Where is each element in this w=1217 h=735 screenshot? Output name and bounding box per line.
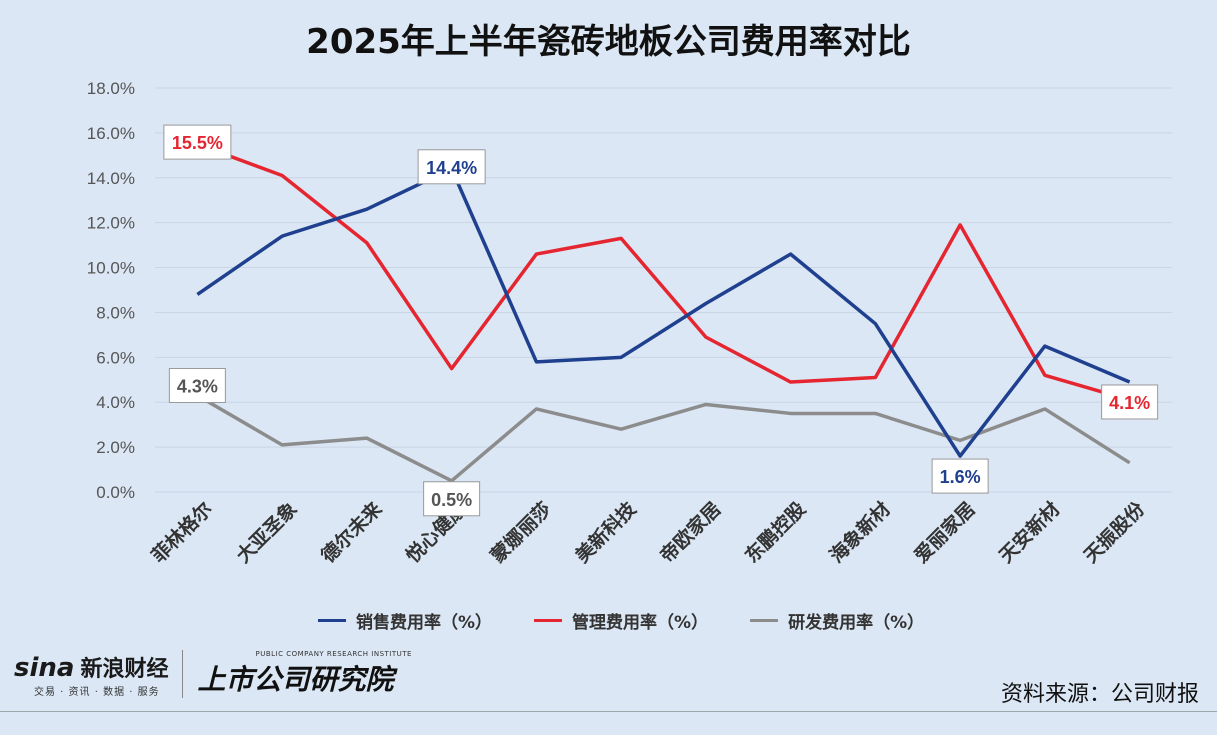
x-category-label: 大亚圣象 bbox=[232, 497, 302, 567]
data-source: 资料来源：公司财报 bbox=[1000, 682, 1199, 707]
data-label-box bbox=[417, 149, 486, 185]
data-label-text: 14.4% bbox=[426, 158, 477, 178]
x-category-label: 帝欧家居 bbox=[655, 497, 725, 567]
data-label-box bbox=[163, 124, 232, 160]
data-label-box bbox=[168, 367, 226, 403]
data-label-admin: 15.5% bbox=[163, 124, 232, 160]
legend-swatch-admin bbox=[534, 619, 563, 622]
x-category-label: 东鹏控股 bbox=[740, 497, 810, 567]
y-tick-label: 8.0% bbox=[96, 303, 135, 322]
data-label-text: 4.1% bbox=[1109, 393, 1150, 413]
x-category-label: 蒙娜丽莎 bbox=[486, 497, 556, 567]
research-institute-en: PUBLIC COMPANY RESEARCH INSTITUTE bbox=[255, 650, 412, 658]
legend-item-sales: 销售费用率（%） bbox=[318, 608, 492, 633]
logo-area: sina 新浪财经 交易 · 资讯 · 数据 · 服务 PUBLIC COMPA… bbox=[14, 650, 412, 698]
sina-tagline: 交易 · 资讯 · 数据 · 服务 bbox=[34, 686, 160, 698]
y-tick-label: 4.0% bbox=[96, 393, 135, 412]
x-axis-categories: 菲林格尔 大亚圣象 德尔未来 悦心健康 蒙娜丽莎 美新科技 帝欧家居 东鹏控股 海象新材 爱丽家居… bbox=[147, 497, 1150, 568]
sina-wordmark: sina bbox=[14, 652, 75, 683]
data-label-box bbox=[423, 481, 481, 517]
data-label-text: 15.5% bbox=[172, 133, 223, 153]
data-label-text: 4.3% bbox=[177, 376, 218, 396]
legend-swatch-rd bbox=[750, 619, 779, 622]
sina-finance-logo: sina 新浪财经 交易 · 资讯 · 数据 · 服务 bbox=[14, 651, 168, 698]
research-institute-logo: PUBLIC COMPANY RESEARCH INSTITUTE 上市公司研究… bbox=[197, 650, 411, 698]
x-category-label: 德尔未来 bbox=[316, 497, 386, 567]
series-lines bbox=[196, 142, 1131, 483]
legend-item-admin: 管理费用率（%） bbox=[534, 608, 708, 633]
x-category-label: 爱丽家居 bbox=[910, 497, 980, 567]
y-tick-label: 14.0% bbox=[87, 169, 135, 188]
y-tick-label: 2.0% bbox=[96, 438, 135, 457]
x-category-label: 天安新材 bbox=[994, 497, 1064, 567]
data-label-sales: 14.4% bbox=[417, 149, 486, 185]
legend-swatch-sales bbox=[318, 619, 346, 622]
y-tick-label: 18.0% bbox=[87, 79, 135, 98]
chart-title: 2025年上半年瓷砖地板公司费用率对比 bbox=[306, 22, 911, 62]
x-category-label: 海象新材 bbox=[825, 497, 895, 567]
data-label-sales: 1.6% bbox=[931, 458, 989, 494]
data-labels: 15.5% 14.4% 4.3% 0.5% 1.6% 4.1% bbox=[163, 124, 1159, 517]
legend-item-rd: 研发费用率（%） bbox=[750, 608, 924, 633]
y-tick-label: 16.0% bbox=[87, 124, 135, 143]
data-label-box bbox=[931, 458, 989, 494]
y-tick-label: 0.0% bbox=[96, 483, 135, 502]
data-label-rd: 4.3% bbox=[168, 367, 226, 403]
y-tick-label: 6.0% bbox=[96, 348, 135, 367]
series-line-admin bbox=[196, 142, 1131, 402]
y-tick-label: 12.0% bbox=[87, 214, 135, 233]
logo-divider bbox=[182, 650, 184, 698]
data-label-text: 0.5% bbox=[431, 490, 472, 510]
legend-label-admin: 管理费用率（%） bbox=[572, 613, 709, 633]
sina-finance-name: 新浪财经 bbox=[80, 656, 169, 682]
legend: 销售费用率（%） 管理费用率（%） 研发费用率（%） bbox=[318, 608, 924, 633]
x-category-label: 菲林格尔 bbox=[147, 497, 217, 567]
data-label-text: 1.6% bbox=[940, 467, 981, 487]
grid-lines bbox=[155, 87, 1172, 493]
data-label-box bbox=[1101, 384, 1159, 420]
x-category-label: 美新科技 bbox=[571, 497, 642, 568]
y-axis-ticks: 0.0% 2.0% 4.0% 6.0% 8.0% 10.0% 12.0% 14.0% 16.0%… bbox=[87, 79, 135, 502]
x-category-label: 天振股份 bbox=[1079, 497, 1150, 568]
y-tick-label: 10.0% bbox=[87, 259, 135, 278]
legend-label-sales: 销售费用率（%） bbox=[356, 613, 493, 633]
series-line-sales bbox=[196, 167, 1131, 458]
legend-label-rd: 研发费用率（%） bbox=[788, 613, 925, 633]
bottom-divider bbox=[0, 711, 1217, 712]
research-institute-cn: 上市公司研究院 bbox=[197, 663, 394, 696]
data-label-admin: 4.1% bbox=[1101, 384, 1159, 420]
series-line-rd bbox=[196, 393, 1131, 483]
data-label-rd: 0.5% bbox=[423, 481, 481, 517]
